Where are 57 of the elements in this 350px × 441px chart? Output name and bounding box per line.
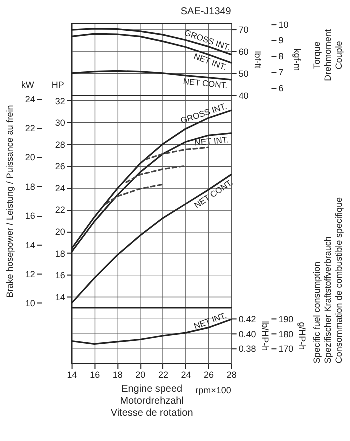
y2-tick-label: 190 bbox=[278, 314, 294, 324]
y2-tick-label: 170 bbox=[278, 344, 294, 354]
y-tick-label: 0.42 bbox=[238, 314, 256, 324]
x-tick-label: 20 bbox=[136, 370, 146, 380]
text: Specific fuel consumption Spezifischer Kraftstoffverbrauch Consommation de combustible specifique bbox=[312, 198, 344, 364]
text: NET INT. bbox=[192, 310, 228, 332]
y-tick-label: 40 bbox=[238, 90, 249, 101]
y-tick-label: 0.38 bbox=[238, 344, 256, 354]
y-tick-label: 16 bbox=[55, 270, 66, 281]
y2-tick-label: 16 bbox=[25, 211, 36, 222]
y2-tick-label: 22 bbox=[25, 124, 36, 134]
y-tick-label: 28 bbox=[55, 140, 66, 150]
y-tick-label: 18 bbox=[55, 248, 66, 259]
text: Brake hosepower / Leistung / Puissance au frein bbox=[4, 105, 15, 298]
y-tick-label: 14 bbox=[55, 292, 66, 302]
y-tick-label: 70 bbox=[238, 24, 249, 35]
x-tick-label: 28 bbox=[226, 370, 237, 380]
y-axis-title: lb/HP-h bbox=[260, 321, 270, 352]
y2-axis-title: kgf-m bbox=[292, 48, 303, 72]
x-axis-title: Engine speed Motordrehzahl Vitesse de rotation bbox=[110, 384, 194, 419]
y2-tick-label: 20 bbox=[25, 152, 36, 163]
y-tick-label: 24 bbox=[55, 183, 66, 194]
x-tick-label: 18 bbox=[112, 370, 123, 380]
y2-tick-label: 10 bbox=[278, 20, 289, 30]
y-tick-label: 20 bbox=[55, 226, 66, 237]
y2-tick-label: 9 bbox=[278, 36, 284, 46]
x-tick-label: 26 bbox=[204, 370, 214, 380]
text: Torque Drehmoment Couple bbox=[312, 29, 344, 82]
x-tick-label: 16 bbox=[90, 370, 100, 380]
y-tick-label: 50 bbox=[238, 68, 249, 79]
y2-tick-label: 6 bbox=[278, 83, 284, 94]
y2-tick-label: 24 bbox=[25, 94, 36, 104]
y-tick-label: 26 bbox=[55, 162, 66, 172]
x-tick-label: 14 bbox=[67, 370, 78, 380]
y-tick-label: 0.40 bbox=[238, 329, 256, 340]
y2-tick-label: 8 bbox=[278, 52, 284, 62]
chart-title: SAE-J1349 bbox=[180, 6, 232, 18]
text: rpm×100 bbox=[196, 385, 232, 396]
x-tick-label: 24 bbox=[181, 370, 192, 380]
y-tick-label: 22 bbox=[55, 205, 66, 216]
y-tick-label: 32 bbox=[55, 96, 66, 106]
x-tick-label: 22 bbox=[158, 370, 168, 380]
y-axis-title: lbf-ft bbox=[252, 51, 263, 70]
y2-tick-label: 10 bbox=[25, 298, 36, 309]
y2-tick-label: 12 bbox=[25, 269, 36, 280]
y2-axis-title: kW bbox=[21, 80, 35, 90]
y2-axis-title: g/HP-h bbox=[298, 322, 308, 350]
y2-tick-label: 180 bbox=[278, 329, 294, 340]
text: NET INT. bbox=[192, 51, 228, 72]
y-tick-label: 30 bbox=[55, 118, 66, 128]
y2-tick-label: 14 bbox=[25, 240, 36, 250]
text: NET INT. bbox=[194, 134, 230, 148]
y2-tick-label: 18 bbox=[25, 182, 36, 192]
text: NET CONT. bbox=[182, 76, 228, 91]
y-axis-title: HP bbox=[52, 80, 64, 90]
y2-tick-label: 7 bbox=[278, 67, 284, 78]
y-tick-label: 60 bbox=[238, 46, 249, 57]
